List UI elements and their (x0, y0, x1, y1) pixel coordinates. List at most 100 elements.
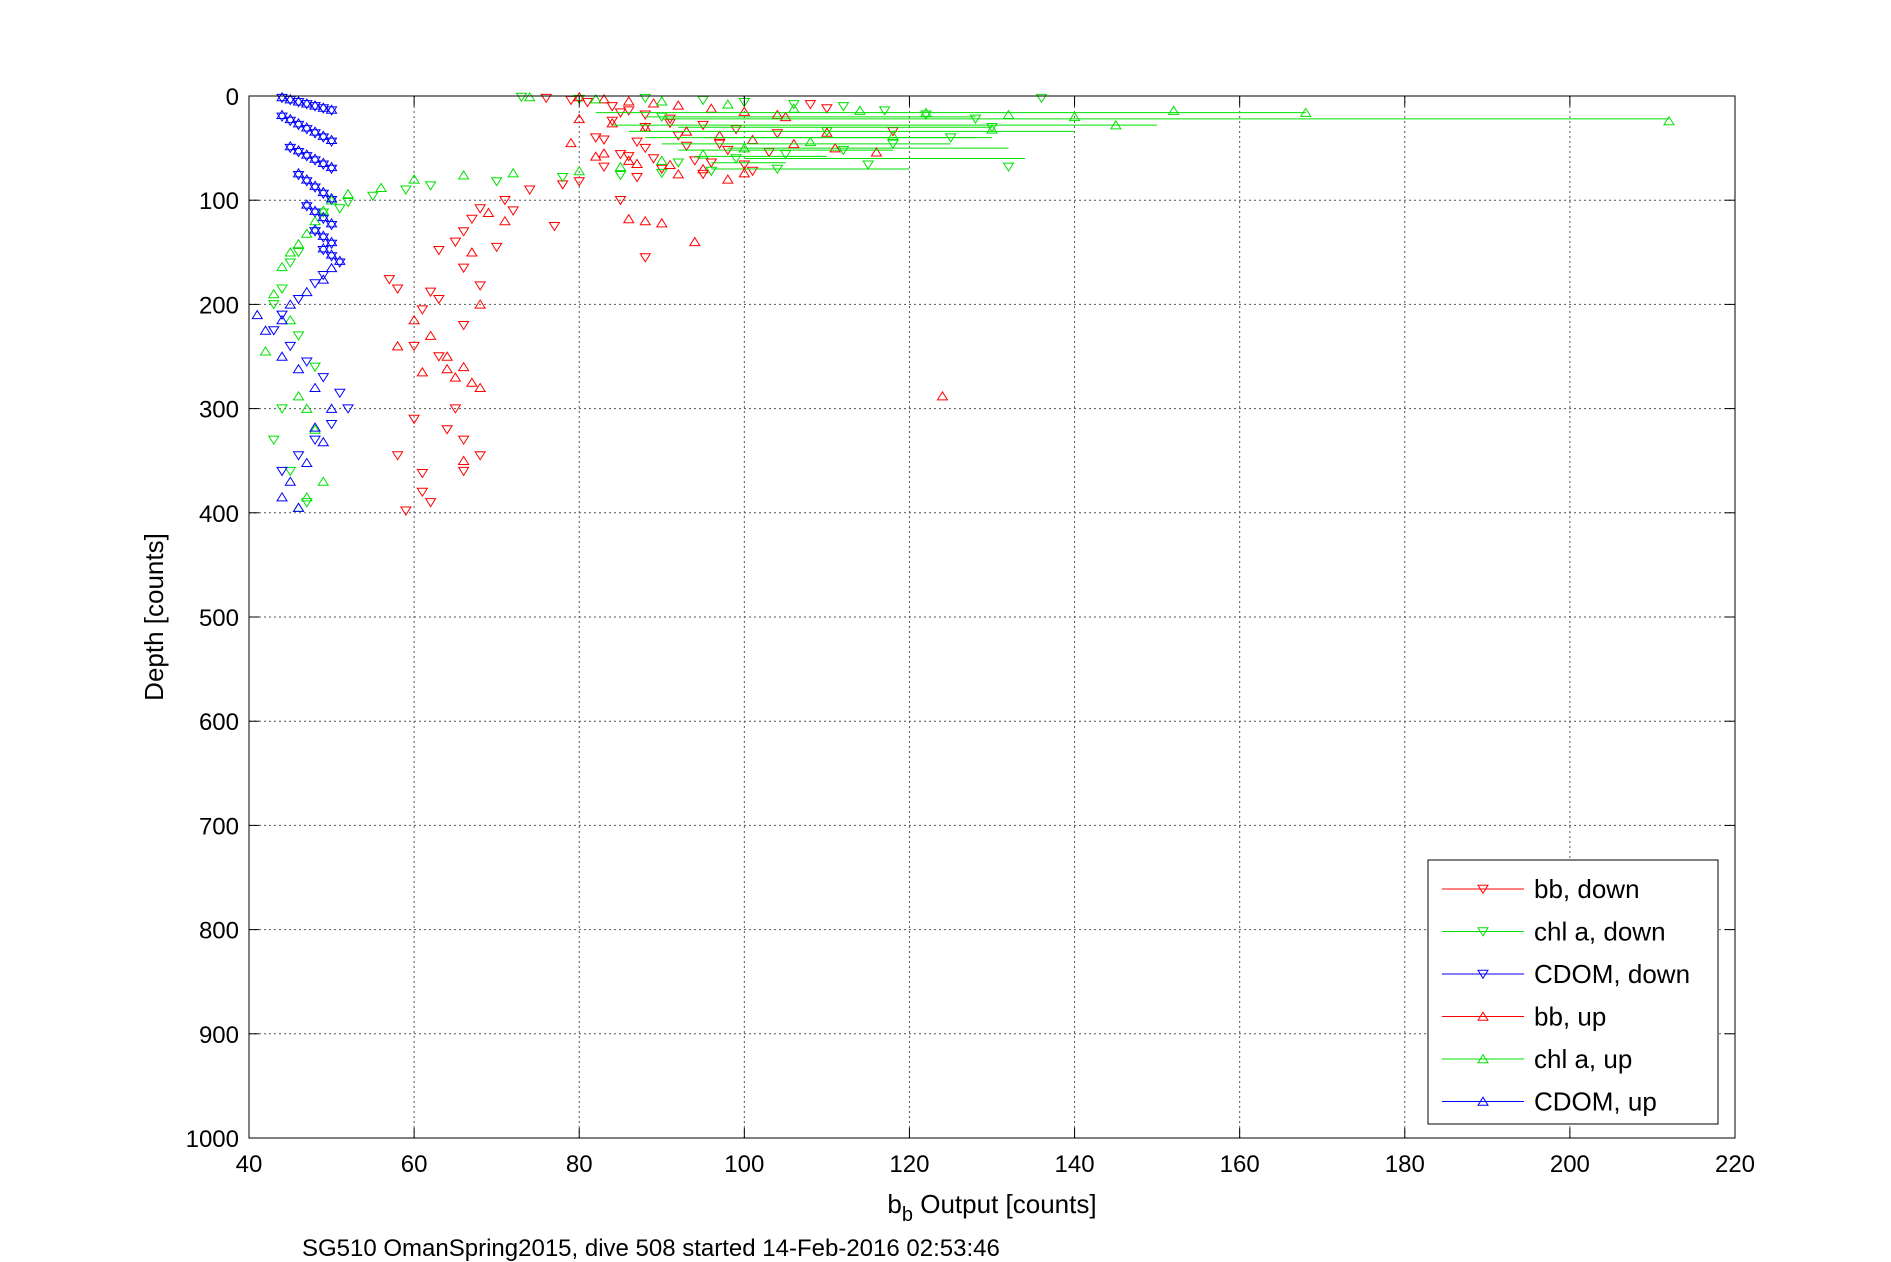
data-point (441, 425, 454, 435)
data-point (672, 168, 685, 179)
data-point (474, 451, 487, 461)
data-point (292, 144, 305, 155)
data-point (300, 199, 313, 209)
data-point (416, 468, 429, 479)
data-point (251, 309, 264, 320)
data-point (639, 215, 652, 226)
data-point (688, 236, 701, 247)
data-point (474, 281, 487, 291)
x-axis-label-sub: b (902, 1204, 913, 1226)
series-4 (259, 91, 1675, 512)
data-point (317, 373, 330, 383)
data-point (457, 227, 470, 237)
x-tick-label: 80 (566, 1151, 593, 1178)
data-point (622, 106, 635, 116)
data-point (738, 160, 751, 170)
data-point (655, 217, 668, 228)
data-point (276, 314, 288, 325)
data-point (457, 435, 470, 446)
data-point (1167, 105, 1180, 115)
data-point (672, 100, 685, 110)
data-point (276, 466, 288, 477)
data-point (292, 502, 305, 512)
data-point (408, 174, 421, 184)
data-point (986, 123, 998, 133)
data-point (325, 192, 338, 203)
data-point (457, 361, 470, 372)
data-point (408, 314, 421, 325)
series-2 (267, 93, 354, 477)
data-point (309, 382, 321, 393)
data-point (276, 404, 288, 414)
data-point (300, 122, 313, 132)
data-point (614, 195, 627, 206)
data-point (317, 242, 330, 253)
data-point (548, 222, 561, 232)
data-point (292, 451, 305, 461)
y-tick-label: 400 (199, 501, 239, 528)
data-point (317, 189, 330, 200)
data-point (276, 109, 288, 120)
data-point (837, 102, 850, 112)
data-point (647, 98, 660, 108)
data-point (573, 94, 586, 105)
data-point (424, 181, 437, 191)
data-point (267, 435, 280, 446)
data-point (309, 129, 321, 139)
data-point (647, 154, 660, 164)
data-point (408, 414, 421, 425)
data-point (465, 377, 478, 387)
data-point (317, 208, 330, 218)
data-point (309, 208, 321, 218)
data-point (292, 117, 305, 128)
data-point (622, 96, 635, 106)
data-point (325, 419, 338, 430)
legend-label: CDOM, up (1534, 1087, 1657, 1117)
data-point (507, 167, 520, 178)
data-point (746, 134, 759, 145)
data-point (804, 136, 817, 147)
data-point (325, 236, 338, 247)
data-point (300, 174, 313, 184)
data-point (333, 204, 346, 214)
data-point (276, 491, 288, 502)
data-point (325, 220, 338, 231)
data-point (292, 167, 305, 178)
data-point (284, 93, 297, 104)
data-point (391, 340, 404, 351)
data-point (292, 390, 305, 401)
data-point (267, 288, 280, 299)
data-point (779, 150, 792, 160)
x-tick-label: 200 (1550, 1151, 1590, 1178)
data-point (655, 168, 668, 179)
data-point (292, 120, 305, 131)
data-point (342, 198, 354, 208)
data-point (408, 341, 421, 352)
data-point (672, 131, 685, 141)
data-point (639, 253, 652, 263)
data-point (680, 141, 693, 152)
data-point (317, 436, 330, 447)
x-tick-label: 60 (401, 1151, 428, 1178)
data-point (333, 258, 346, 268)
data-point (342, 188, 354, 199)
data-point (325, 164, 338, 175)
data-point (986, 124, 998, 134)
data-point (276, 91, 288, 102)
data-point (474, 382, 487, 393)
data-point (300, 498, 313, 508)
data-point (804, 100, 817, 110)
data-point (631, 173, 643, 183)
y-tick-label: 100 (199, 188, 239, 215)
data-point (309, 126, 321, 136)
data-point (730, 154, 742, 164)
data-point (705, 166, 718, 177)
data-point (614, 170, 627, 181)
y-tick-label: 700 (199, 813, 239, 840)
data-point (317, 274, 330, 284)
data-point (284, 247, 297, 257)
data-point (325, 249, 338, 259)
data-point (639, 143, 652, 154)
data-point (424, 498, 437, 508)
data-point (598, 162, 610, 173)
